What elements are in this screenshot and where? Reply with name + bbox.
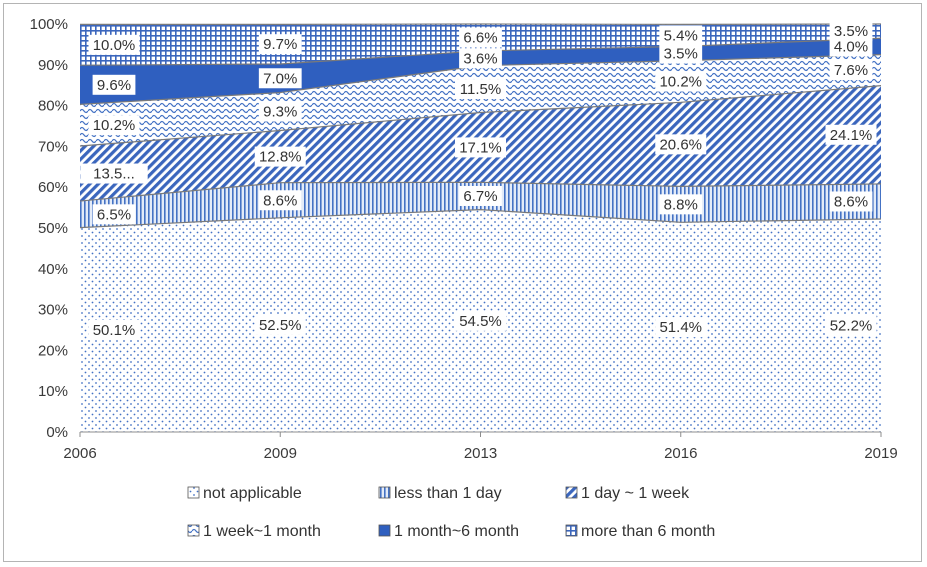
legend-label: less than 1 day (394, 485, 502, 502)
data-label: 51.4% (659, 319, 702, 336)
data-label: 6.7% (463, 188, 497, 205)
data-label: 10.2% (659, 74, 702, 91)
data-label: 10.2% (93, 117, 136, 134)
data-label-bg (459, 185, 502, 206)
data-label: 52.2% (830, 318, 873, 335)
data-label-bg (655, 134, 707, 155)
boundary-line (79, 209, 882, 229)
x-tick-label: 2009 (264, 445, 297, 462)
data-label: 11.5% (460, 81, 501, 98)
boundary-line (79, 181, 882, 202)
legend-swatch (378, 524, 391, 537)
legend: not applicable less than 1 day 1 day ~ 1 w… (187, 485, 715, 540)
y-tick-label: 60% (38, 179, 68, 196)
data-label: 8.6% (834, 193, 868, 210)
data-label-bg (659, 43, 703, 64)
data-label-bg (88, 115, 140, 136)
y-tick-label: 20% (38, 342, 68, 359)
data-label-bg (258, 68, 302, 89)
data-label-bg (659, 194, 703, 215)
data-label: 54.5% (459, 313, 502, 330)
data-label-bg (80, 163, 148, 184)
data-label-bg (455, 79, 506, 100)
data-label: 9.7% (263, 36, 297, 53)
y-tick-label: 30% (38, 302, 68, 319)
x-tick-label: 2013 (464, 445, 497, 462)
data-label-bg (829, 60, 873, 81)
data-label-bg (829, 21, 873, 42)
legend-label: 1 month~6 month (394, 523, 519, 540)
data-label: 4.0% (834, 38, 868, 55)
data-label: 52.5% (259, 317, 302, 334)
data-label-bg (92, 204, 136, 225)
data-label: 3.5% (834, 23, 868, 40)
data-label: 17.1% (459, 139, 502, 156)
data-label: 7.6% (834, 62, 868, 79)
data-label-bg (655, 317, 707, 338)
data-label-bg (88, 319, 140, 340)
data-label-bg (829, 191, 873, 212)
data-label-bg (829, 36, 873, 57)
data-label-bg (825, 315, 877, 336)
legend-swatch (378, 486, 391, 499)
y-tick-label: 80% (38, 98, 68, 115)
data-labels: 50.1% 52.5% 54.5% 51.4% 52.2% 6.5% 8.6% 6.7% 8.8… (80, 21, 877, 340)
data-label-bg (92, 74, 136, 95)
data-label: 9.3% (263, 104, 297, 121)
legend-swatch (187, 524, 200, 537)
x-tick-label: 2016 (664, 445, 697, 462)
data-label: 6.5% (97, 206, 131, 223)
data-label: 10.0% (93, 37, 136, 54)
data-label: 3.6% (463, 50, 497, 67)
data-label-bg (655, 71, 707, 92)
data-label: 8.6% (263, 192, 297, 209)
x-tick-label: 2006 (63, 445, 96, 462)
data-label-bg (254, 314, 306, 335)
legend-label: more than 6 month (581, 523, 715, 540)
y-tick-label: 100% (30, 16, 68, 33)
data-label-bg (254, 146, 306, 167)
data-label: 5.4% (664, 27, 698, 44)
y-tick-label: 10% (38, 383, 68, 400)
data-label: 24.1% (830, 127, 873, 144)
data-label-bg (455, 310, 506, 331)
y-tick-label: 90% (38, 57, 68, 74)
data-label: 13.5... (93, 166, 135, 183)
data-label-bg (88, 34, 140, 55)
boundary-line (79, 85, 882, 147)
data-label: 3.5% (664, 46, 698, 63)
data-label: 7.0% (263, 70, 297, 87)
data-label: 12.8% (259, 149, 302, 166)
data-label: 9.6% (97, 77, 131, 94)
data-label: 50.1% (93, 322, 136, 339)
data-label-bg (825, 124, 877, 145)
data-label-bg (455, 137, 506, 158)
y-tick-label: 0% (46, 424, 68, 441)
data-label-bg (258, 190, 302, 211)
x-tick-label: 2019 (864, 445, 897, 462)
legend-label: not applicable (203, 485, 302, 502)
data-label-bg (659, 25, 703, 46)
y-tick-label: 50% (38, 220, 68, 237)
data-label: 6.6% (463, 29, 497, 46)
axes: 0% 10% 20% 30% 40% 50% 60% 70% 80% 90% 100% 2006 200… (30, 16, 898, 462)
legend-label: 1 day ~ 1 week (581, 485, 690, 502)
data-label-bg (459, 27, 502, 48)
data-label: 8.8% (664, 196, 698, 213)
legend-swatch (187, 486, 200, 499)
y-tick-label: 70% (38, 138, 68, 155)
legend-swatch (565, 486, 578, 499)
legend-label: 1 week~1 month (203, 523, 321, 540)
data-label-bg (258, 101, 302, 122)
data-label-bg (258, 34, 302, 55)
data-label-bg (459, 48, 502, 69)
data-label: 20.6% (659, 136, 702, 153)
y-tick-label: 40% (38, 261, 68, 278)
legend-swatch (565, 524, 578, 537)
